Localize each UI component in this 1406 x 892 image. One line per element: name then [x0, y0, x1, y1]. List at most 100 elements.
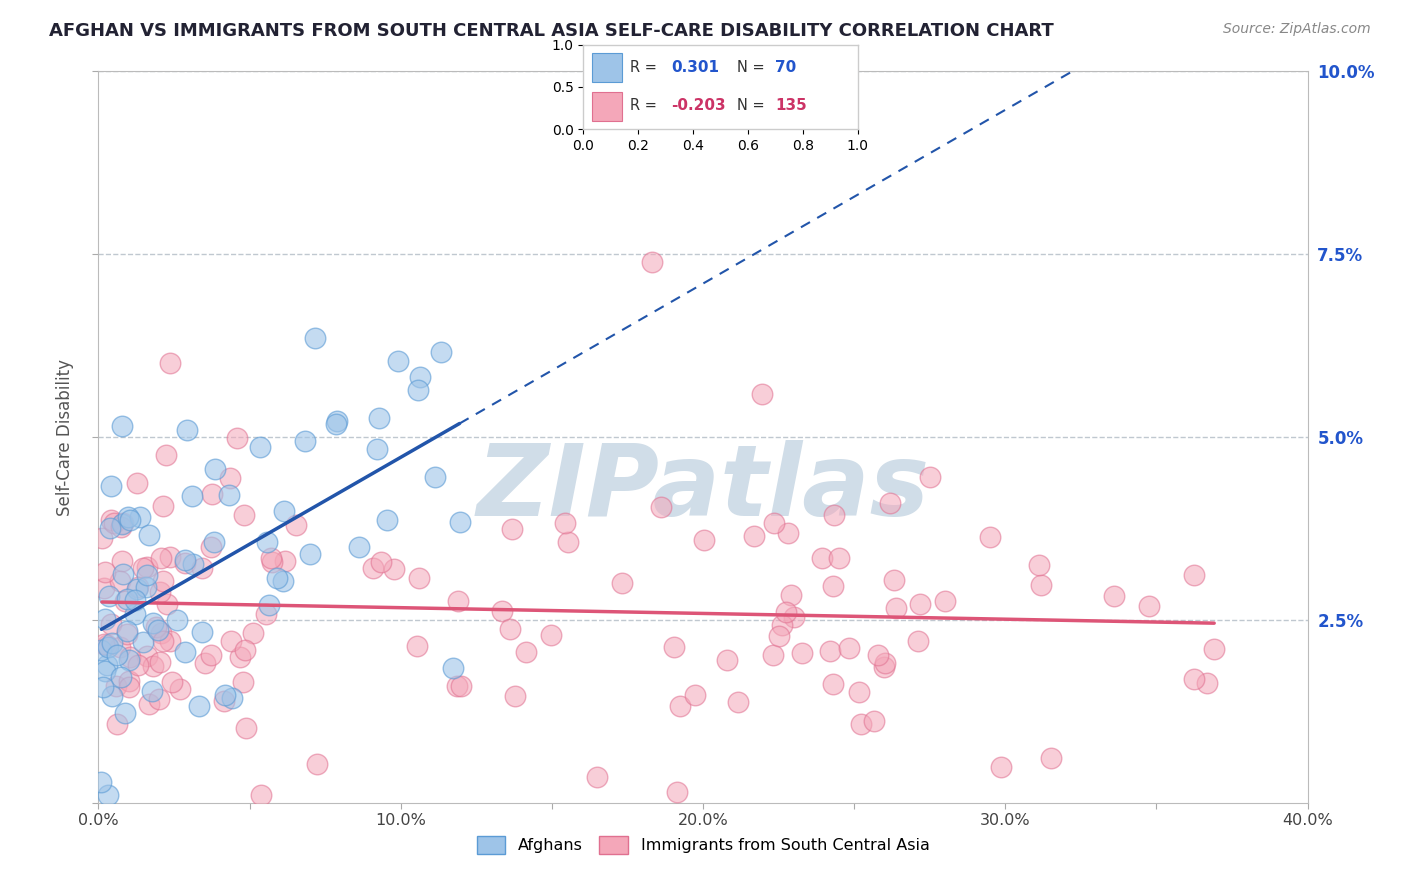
Point	[232, 674, 254, 689]
Point	[159, 634, 181, 648]
Point	[176, 423, 198, 437]
Point	[117, 626, 139, 640]
Point	[221, 691, 243, 706]
Text: 0.301: 0.301	[671, 60, 720, 75]
Point	[257, 598, 280, 612]
Point	[254, 607, 277, 622]
Point	[204, 462, 226, 476]
Point	[229, 650, 252, 665]
Point	[105, 717, 128, 731]
Point	[387, 354, 409, 368]
Point	[127, 657, 149, 672]
Text: N =: N =	[737, 98, 765, 113]
Point	[114, 594, 136, 608]
Point	[325, 414, 347, 428]
Point	[111, 554, 134, 568]
Point	[132, 635, 155, 649]
Point	[447, 594, 470, 608]
Point	[501, 523, 523, 537]
Point	[110, 670, 132, 684]
Point	[96, 638, 118, 652]
Point	[782, 610, 804, 624]
Point	[110, 574, 132, 588]
Point	[112, 516, 135, 530]
Point	[100, 521, 122, 535]
Point	[166, 614, 188, 628]
Point	[181, 558, 204, 572]
Point	[120, 649, 142, 664]
Point	[990, 760, 1012, 774]
Point	[1102, 589, 1125, 603]
Point	[848, 685, 870, 699]
Point	[875, 656, 897, 670]
Point	[219, 471, 242, 485]
Point	[884, 600, 907, 615]
Point	[540, 628, 562, 642]
Point	[406, 383, 429, 397]
Point	[727, 695, 749, 709]
Point	[125, 582, 148, 596]
Point	[142, 616, 165, 631]
Point	[152, 574, 174, 588]
Point	[249, 440, 271, 454]
Point	[325, 417, 347, 431]
Point	[907, 633, 929, 648]
Point	[173, 645, 195, 659]
Point	[169, 682, 191, 697]
Point	[112, 567, 135, 582]
Point	[1195, 676, 1218, 690]
Point	[187, 699, 209, 714]
Text: ZIPatlas: ZIPatlas	[477, 440, 929, 537]
Point	[1182, 672, 1205, 686]
Point	[200, 648, 222, 663]
Point	[716, 653, 738, 667]
Point	[1184, 568, 1206, 582]
Point	[307, 757, 329, 772]
Point	[298, 547, 321, 561]
Point	[150, 551, 173, 566]
Point	[780, 588, 803, 602]
Point	[879, 496, 901, 510]
Point	[191, 624, 214, 639]
Point	[110, 520, 132, 534]
Point	[446, 680, 468, 694]
Y-axis label: Self-Care Disability: Self-Care Disability	[56, 359, 75, 516]
Point	[155, 448, 177, 462]
Point	[221, 634, 243, 648]
Point	[665, 785, 688, 799]
Point	[136, 559, 159, 574]
Point	[838, 640, 860, 655]
Point	[409, 369, 432, 384]
Point	[105, 679, 128, 693]
Point	[862, 714, 884, 728]
Point	[235, 721, 257, 735]
Point	[449, 515, 471, 529]
Point	[751, 386, 773, 401]
Point	[156, 597, 179, 611]
Point	[100, 617, 122, 632]
Point	[515, 645, 537, 659]
Point	[214, 689, 236, 703]
Point	[366, 442, 388, 457]
Point	[776, 525, 799, 540]
Text: R =: R =	[630, 60, 657, 75]
Point	[790, 646, 813, 660]
Point	[141, 684, 163, 698]
Text: AFGHAN VS IMMIGRANTS FROM SOUTH CENTRAL ASIA SELF-CARE DISABILITY CORRELATION CH: AFGHAN VS IMMIGRANTS FROM SOUTH CENTRAL …	[49, 22, 1054, 40]
Point	[93, 637, 115, 651]
Point	[111, 517, 134, 532]
Point	[450, 679, 472, 693]
Point	[93, 680, 115, 694]
Point	[100, 513, 122, 527]
Point	[650, 500, 672, 514]
Point	[441, 661, 464, 675]
Point	[152, 499, 174, 513]
Point	[873, 659, 896, 673]
Point	[149, 625, 172, 640]
Point	[273, 504, 295, 518]
Point	[101, 636, 124, 650]
Point	[201, 486, 224, 500]
Point	[159, 356, 181, 370]
Point	[256, 534, 278, 549]
Point	[821, 579, 844, 593]
